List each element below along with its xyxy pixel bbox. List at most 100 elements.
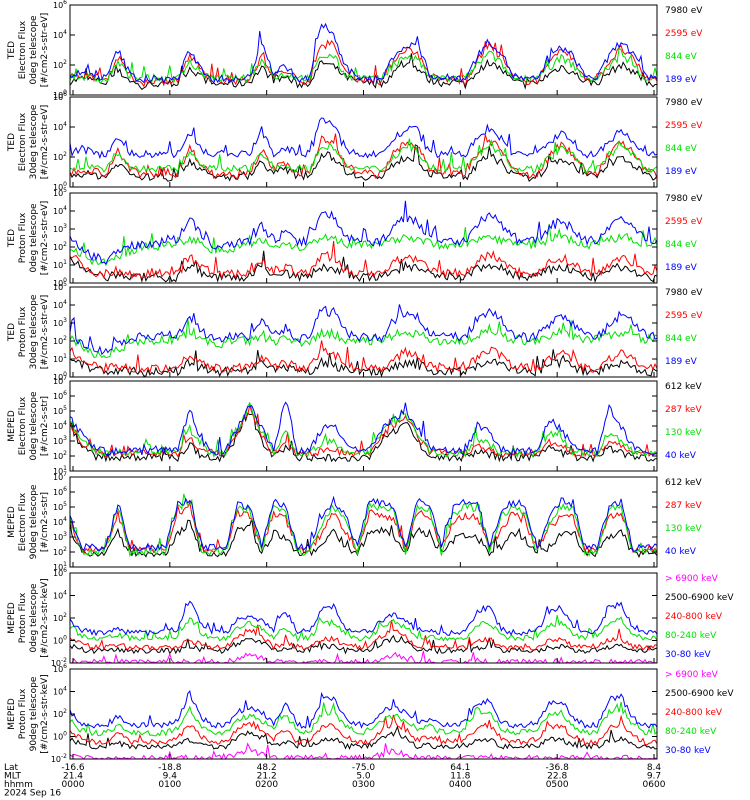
legend-entry: 2595 eV bbox=[665, 217, 703, 227]
y-tick-label: 101 bbox=[53, 465, 67, 476]
series-line-40-kev bbox=[69, 401, 658, 457]
y-tick-label: 103 bbox=[53, 317, 67, 328]
y-axis-label-line: [#/cm2-s-str-eV] bbox=[40, 295, 50, 370]
legend-entry: 844 eV bbox=[665, 52, 698, 62]
y-tick-label: 106 bbox=[53, 567, 67, 578]
y-tick-label: 104 bbox=[53, 205, 67, 216]
series-line-130-kev bbox=[69, 401, 658, 458]
series-line-844-ev bbox=[69, 223, 658, 267]
legend-entry: 2595 eV bbox=[665, 121, 703, 131]
y-axis-label-line: [#/cm2-s-str-keV] bbox=[40, 674, 50, 753]
y-axis-label-line: TED bbox=[7, 41, 17, 60]
y-axis-label-line: Electron Flux bbox=[18, 112, 28, 171]
y-tick-label: 101 bbox=[53, 353, 67, 364]
legend-entry: 7980 eV bbox=[665, 6, 703, 16]
series-line-612-kev bbox=[69, 412, 658, 463]
y-axis-label-line: Electron Flux bbox=[18, 396, 28, 455]
legend-entry: 2500-6900 keV bbox=[665, 593, 734, 603]
x-axis-row-label: hhmm bbox=[4, 780, 33, 790]
x-tick-label: 9.4 bbox=[163, 772, 178, 782]
panel-frame bbox=[69, 380, 658, 472]
x-tick-label: 8.4 bbox=[647, 763, 662, 773]
y-tick-label: 100 bbox=[53, 731, 67, 742]
series-line-240-800-kev bbox=[69, 714, 658, 746]
series-line-7980-ev bbox=[69, 250, 658, 283]
y-tick-label: 102 bbox=[53, 450, 67, 461]
legend-entry: 240-800 keV bbox=[665, 612, 723, 622]
y-tick-label: 100 bbox=[53, 181, 67, 192]
y-tick-label: 106 bbox=[53, 663, 67, 674]
x-tick-label: 48.2 bbox=[257, 763, 277, 773]
x-tick-label: 0000 bbox=[62, 780, 85, 790]
y-axis-label-line: [#/cm2-s-str] bbox=[40, 396, 50, 456]
y-tick-label: 103 bbox=[53, 435, 67, 446]
legend-entry: 7980 eV bbox=[665, 288, 703, 298]
legend-entry: 287 keV bbox=[665, 405, 702, 415]
y-axis-label-line: 0deg telescope bbox=[29, 391, 39, 461]
y-tick-label: 104 bbox=[53, 121, 67, 132]
panel-6: 101 102 103 104 105 106 107 MEPED Electron Flux 9… bbox=[7, 471, 702, 572]
x-tick-label: 0200 bbox=[255, 780, 278, 790]
y-tick-label: 102 bbox=[53, 335, 67, 346]
series-line-189-ev bbox=[69, 22, 658, 84]
series-line-844-ev bbox=[69, 138, 658, 175]
legend-entry: 80-240 keV bbox=[665, 631, 717, 641]
y-tick-label: 100 bbox=[53, 89, 67, 100]
y-tick-label: 105 bbox=[53, 187, 67, 198]
y-tick-label: 100 bbox=[53, 277, 67, 288]
legend-entry: 189 eV bbox=[665, 167, 698, 177]
legend-entry: 80-240 keV bbox=[665, 727, 717, 737]
legend-entry: 2595 eV bbox=[665, 29, 703, 39]
x-tick-label: -36.8 bbox=[546, 763, 570, 773]
series-line-240-800-kev bbox=[69, 620, 658, 652]
x-axis-row-label: Lat bbox=[4, 763, 19, 773]
series-line-2595-ev bbox=[69, 39, 658, 88]
legend-entry: > 6900 keV bbox=[665, 574, 719, 584]
x-tick-label: 0500 bbox=[546, 780, 569, 790]
y-tick-label: 105 bbox=[53, 405, 67, 416]
legend-entry: 130 keV bbox=[665, 524, 702, 534]
series-line-80-240-kev bbox=[69, 701, 658, 737]
y-tick-label: 101 bbox=[53, 259, 67, 270]
series-line-2500-6900-kev bbox=[69, 725, 658, 750]
y-tick-label: 106 bbox=[53, 0, 67, 10]
y-axis-label-line: Proton Flux bbox=[18, 212, 28, 263]
series-line-2500-6900-kev bbox=[69, 634, 658, 655]
legend-entry: 287 keV bbox=[665, 501, 702, 511]
series-line-30-80-kev bbox=[69, 600, 658, 637]
legend-entry: 30-80 keV bbox=[665, 650, 711, 660]
y-tick-label: 10-2 bbox=[51, 753, 67, 764]
x-tick-label: 22.8 bbox=[547, 772, 567, 782]
legend-entry: 612 keV bbox=[665, 382, 702, 392]
y-tick-label: 103 bbox=[53, 223, 67, 234]
y-tick-label: 105 bbox=[53, 501, 67, 512]
panel-1: 100 102 104 106 TED Electron Flux 0deg telesco… bbox=[7, 0, 703, 100]
y-tick-label: 104 bbox=[53, 420, 67, 431]
series-line-189-ev bbox=[69, 117, 658, 160]
y-axis-label-line: 30deg telescope bbox=[29, 104, 39, 179]
series-line-287-kev bbox=[69, 499, 658, 554]
legend-entry: 844 eV bbox=[665, 240, 698, 250]
y-tick-label: 107 bbox=[53, 471, 67, 482]
y-axis-label-line: 90deg telescope bbox=[29, 484, 39, 559]
legend-entry: 40 keV bbox=[665, 451, 697, 461]
y-axis-label-line: Electron Flux bbox=[18, 20, 28, 79]
legend-entry: > 6900 keV bbox=[665, 670, 719, 680]
x-tick-label: 0100 bbox=[158, 780, 181, 790]
y-axis-label-line: Proton Flux bbox=[18, 306, 28, 357]
y-axis-label-line: [#/cm2-s-str-eV] bbox=[40, 13, 50, 88]
y-axis-label-line: [#/cm2-s-str-eV] bbox=[40, 105, 50, 180]
y-axis-label-line: TED bbox=[7, 323, 17, 342]
y-tick-label: 102 bbox=[53, 241, 67, 252]
y-tick-label: 102 bbox=[53, 612, 67, 623]
y-axis-label-line: Proton Flux bbox=[18, 592, 28, 643]
series-line-2595-ev bbox=[69, 240, 658, 280]
legend-entry: 7980 eV bbox=[665, 98, 703, 108]
y-tick-label: 104 bbox=[53, 299, 67, 310]
y-axis-label-line: MEPED bbox=[7, 698, 17, 730]
x-tick-label: 0600 bbox=[643, 780, 666, 790]
y-axis-label-line: 30deg telescope bbox=[29, 294, 39, 369]
